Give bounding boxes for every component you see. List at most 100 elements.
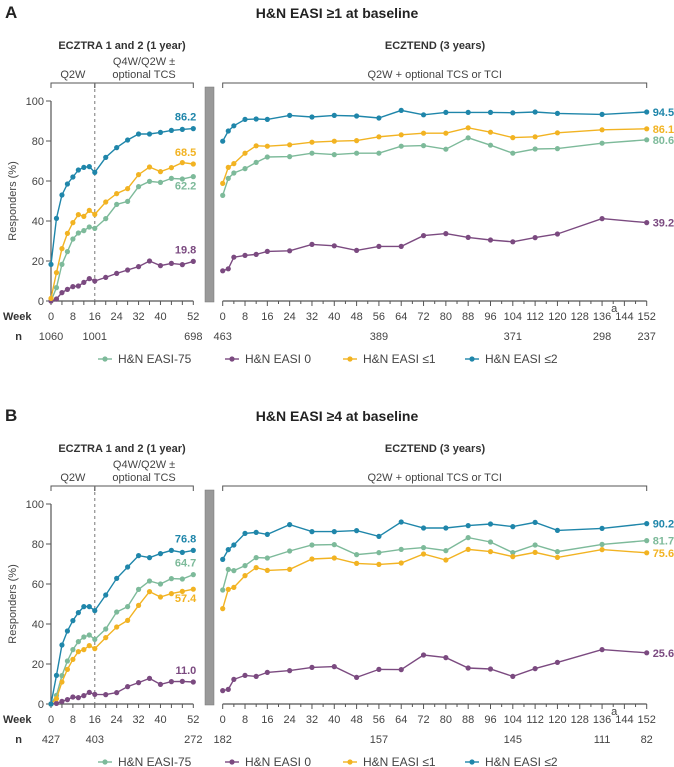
data-point bbox=[231, 584, 237, 591]
data-point bbox=[48, 261, 54, 267]
legend-marker bbox=[347, 356, 353, 362]
x-tick-label: 80 bbox=[440, 714, 452, 726]
data-point bbox=[231, 170, 237, 176]
study-header-right: ECZTEND (3 years) bbox=[385, 40, 486, 52]
data-point bbox=[443, 146, 449, 152]
data-point bbox=[331, 542, 337, 548]
study-header-left: ECZTRA 1 and 2 (1 year) bbox=[58, 443, 186, 455]
data-point bbox=[59, 679, 65, 685]
data-point bbox=[465, 135, 471, 141]
phase-label: Q4W/Q2W ± bbox=[113, 56, 175, 68]
data-point bbox=[64, 666, 71, 673]
series-line-easi-0 bbox=[50, 260, 194, 302]
data-point bbox=[86, 643, 92, 649]
data-point bbox=[53, 215, 60, 221]
x-tick-label: 32 bbox=[132, 311, 144, 323]
x-tick-label: 8 bbox=[242, 311, 248, 323]
data-point bbox=[64, 181, 71, 187]
data-point bbox=[599, 647, 605, 653]
phase-label: Q4W/Q2W ± bbox=[113, 459, 175, 471]
data-point bbox=[231, 568, 237, 574]
legend-item: H&N EASI-75 bbox=[98, 352, 192, 366]
data-point bbox=[532, 542, 538, 548]
n-axis-label: n bbox=[15, 734, 22, 746]
x-tick-label: 88 bbox=[462, 714, 474, 726]
data-point bbox=[220, 606, 226, 612]
data-point bbox=[253, 565, 259, 571]
data-point bbox=[220, 192, 226, 198]
data-point bbox=[146, 589, 153, 595]
y-tick-label: 0 bbox=[38, 699, 44, 711]
data-point bbox=[190, 547, 196, 554]
data-point bbox=[220, 268, 226, 274]
series-line-easi-0 bbox=[222, 648, 647, 692]
end-value-label: 11.0 bbox=[175, 665, 196, 677]
data-point bbox=[53, 296, 60, 302]
data-point bbox=[168, 175, 175, 181]
data-point bbox=[331, 138, 337, 144]
data-point bbox=[168, 260, 175, 266]
data-point bbox=[443, 525, 449, 531]
data-point bbox=[59, 261, 65, 267]
legend-item: H&N EASI ≤1 bbox=[343, 352, 436, 366]
data-point bbox=[287, 566, 293, 573]
data-point bbox=[103, 635, 109, 641]
x-tick-label: 32 bbox=[306, 714, 318, 726]
data-point bbox=[125, 617, 131, 624]
data-point bbox=[599, 127, 605, 133]
x-tick-label: 40 bbox=[154, 714, 166, 726]
data-point bbox=[554, 146, 561, 152]
y-tick-label: 80 bbox=[32, 539, 44, 551]
x-tick-label: 88 bbox=[462, 311, 474, 323]
data-point bbox=[70, 647, 76, 653]
data-point bbox=[92, 646, 98, 652]
data-point bbox=[644, 109, 650, 115]
n-value: 237 bbox=[638, 331, 656, 343]
panel-letter: A bbox=[5, 3, 17, 22]
data-point bbox=[168, 591, 175, 597]
x-tick-label: 152 bbox=[638, 311, 656, 323]
data-point bbox=[59, 698, 65, 705]
end-value-label: 64.7 bbox=[175, 558, 196, 570]
legend-label: H&N EASI 0 bbox=[245, 755, 311, 767]
phase-bracket bbox=[94, 485, 194, 491]
data-point bbox=[398, 243, 404, 249]
data-point bbox=[253, 143, 259, 149]
x-tick-label: 96 bbox=[484, 311, 496, 323]
data-point bbox=[644, 538, 650, 544]
x-tick-label: 8 bbox=[70, 714, 76, 726]
data-point bbox=[443, 109, 449, 115]
data-point bbox=[157, 581, 164, 587]
end-value-label: 94.5 bbox=[653, 107, 674, 119]
data-point bbox=[92, 211, 98, 217]
x-tick-label: 104 bbox=[504, 714, 522, 726]
data-point bbox=[420, 112, 427, 118]
legend-label: H&N EASI ≤2 bbox=[485, 755, 558, 767]
data-point bbox=[59, 192, 65, 198]
legend-label: H&N EASI-75 bbox=[118, 352, 192, 366]
data-point bbox=[81, 164, 87, 170]
y-tick-label: 60 bbox=[32, 579, 44, 591]
series-line-easi-1 bbox=[222, 127, 647, 184]
data-point bbox=[242, 150, 248, 156]
data-point bbox=[443, 557, 449, 563]
x-tick-label: 0 bbox=[220, 714, 226, 726]
n-value: 145 bbox=[504, 734, 522, 746]
data-point bbox=[510, 524, 516, 530]
data-point bbox=[253, 116, 259, 122]
data-point bbox=[331, 112, 337, 118]
data-point bbox=[532, 134, 538, 140]
data-point bbox=[398, 560, 404, 566]
data-point bbox=[554, 130, 561, 136]
data-point bbox=[225, 586, 231, 593]
data-point bbox=[146, 578, 153, 584]
data-point bbox=[53, 696, 60, 702]
data-point bbox=[242, 672, 248, 679]
data-point bbox=[510, 554, 516, 560]
x-tick-label: 8 bbox=[70, 311, 76, 323]
data-point bbox=[103, 626, 109, 632]
study-header-left: ECZTRA 1 and 2 (1 year) bbox=[58, 40, 186, 52]
data-point bbox=[92, 278, 98, 284]
x-tick-label: 112 bbox=[526, 311, 544, 323]
